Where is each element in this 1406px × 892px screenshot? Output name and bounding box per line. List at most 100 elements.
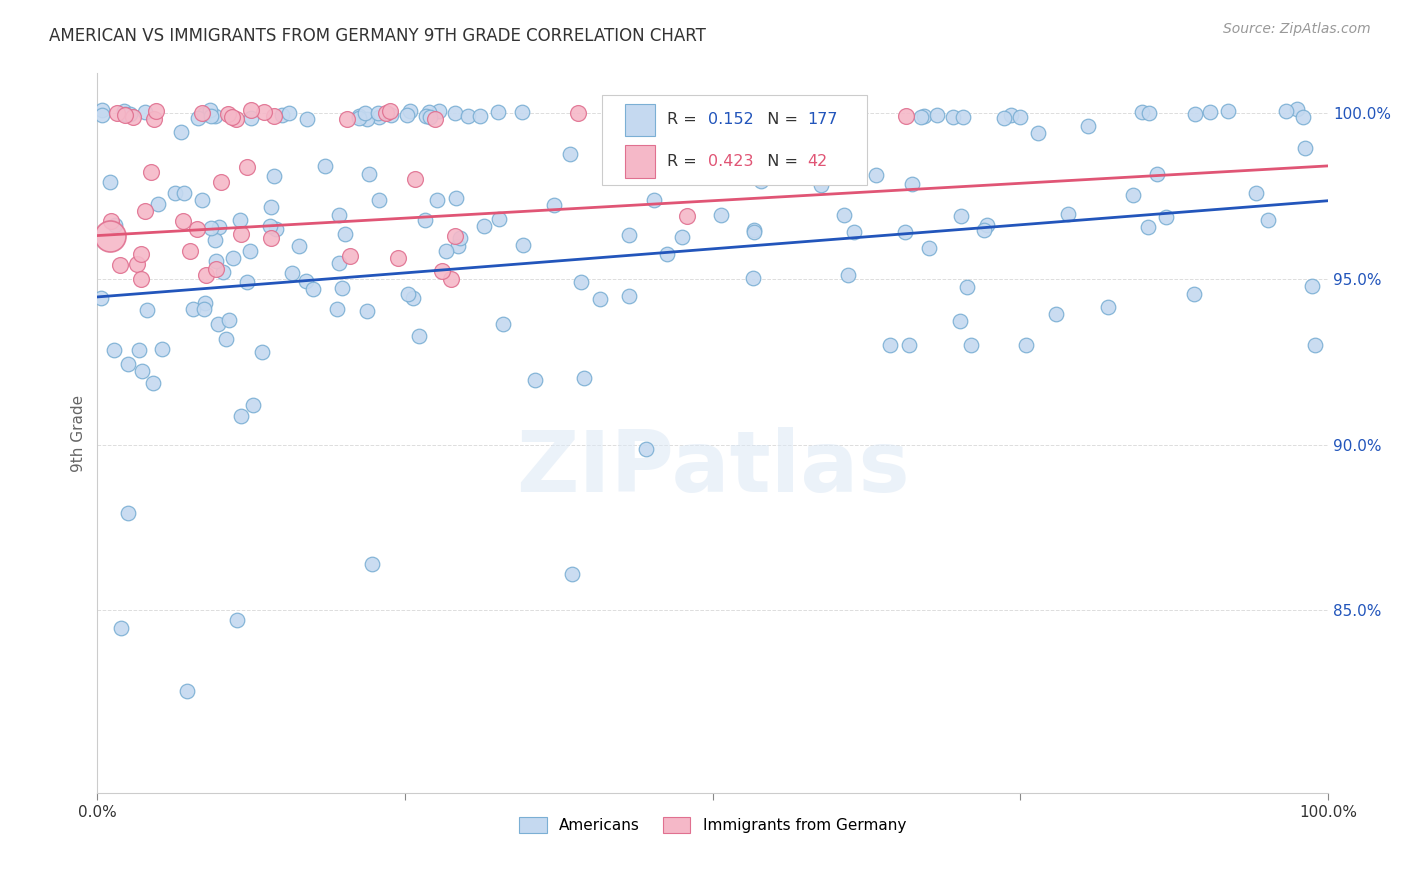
Point xyxy=(131,364,153,378)
Point xyxy=(193,107,215,121)
FancyBboxPatch shape xyxy=(602,95,866,185)
Point xyxy=(949,314,972,328)
Point xyxy=(301,282,323,296)
Point xyxy=(205,261,228,276)
Point xyxy=(492,317,515,331)
Point xyxy=(837,268,859,283)
Point xyxy=(98,228,121,243)
Point xyxy=(912,109,935,123)
Point xyxy=(179,244,201,258)
Point xyxy=(260,231,283,245)
Point xyxy=(330,281,353,295)
Point xyxy=(959,338,981,352)
Point xyxy=(688,108,710,122)
Point xyxy=(380,103,402,118)
Point xyxy=(427,104,450,119)
Point xyxy=(347,109,370,123)
Point xyxy=(1130,105,1153,120)
Point xyxy=(671,229,693,244)
Text: 0.423: 0.423 xyxy=(707,154,754,169)
Point xyxy=(367,110,389,124)
Point xyxy=(744,103,766,117)
Point xyxy=(128,343,150,357)
Point xyxy=(359,167,381,181)
Point xyxy=(1026,126,1049,140)
Y-axis label: 9th Grade: 9th Grade xyxy=(72,394,86,472)
Point xyxy=(910,110,932,124)
Text: R =: R = xyxy=(668,112,702,128)
Point xyxy=(894,109,917,123)
Point xyxy=(170,125,193,139)
Point xyxy=(1010,110,1032,124)
Point xyxy=(952,110,974,124)
Point xyxy=(221,110,243,124)
Point xyxy=(426,193,449,207)
Point xyxy=(472,219,495,233)
Point xyxy=(103,343,125,357)
Point xyxy=(1244,186,1267,200)
Point xyxy=(751,174,773,188)
Point xyxy=(512,238,534,252)
Point xyxy=(404,172,426,186)
Point xyxy=(194,296,217,310)
Point xyxy=(122,110,145,124)
Point xyxy=(225,112,247,127)
Point xyxy=(447,239,470,253)
Point xyxy=(1045,307,1067,321)
Point xyxy=(603,158,626,172)
Point xyxy=(658,106,681,120)
Point xyxy=(204,233,226,247)
Point xyxy=(236,275,259,289)
Point xyxy=(419,110,441,124)
Point xyxy=(769,111,792,125)
Point xyxy=(832,209,855,223)
Point xyxy=(165,186,187,201)
Point xyxy=(894,225,917,239)
Point xyxy=(212,265,235,279)
Point xyxy=(655,247,678,261)
Point xyxy=(108,258,131,272)
Point xyxy=(744,223,766,237)
Point xyxy=(942,110,965,124)
Point xyxy=(446,191,468,205)
Point xyxy=(413,213,436,227)
Point xyxy=(295,274,318,288)
Point xyxy=(90,291,112,305)
Point xyxy=(444,105,467,120)
Point xyxy=(742,225,765,239)
Point xyxy=(198,103,221,117)
Point xyxy=(742,270,765,285)
Point xyxy=(114,108,136,122)
Point xyxy=(110,621,132,635)
Point xyxy=(402,291,425,305)
Point xyxy=(1285,103,1308,117)
Point xyxy=(200,109,222,123)
Point xyxy=(229,227,252,241)
Point xyxy=(253,105,276,120)
Point xyxy=(222,252,245,266)
Point xyxy=(1301,279,1323,293)
Point xyxy=(1275,103,1298,118)
Point xyxy=(200,220,222,235)
Point xyxy=(651,104,673,119)
Point xyxy=(605,106,627,120)
Text: Source: ZipAtlas.com: Source: ZipAtlas.com xyxy=(1223,22,1371,37)
Point xyxy=(440,271,463,285)
Point xyxy=(339,249,361,263)
Point xyxy=(142,376,165,391)
Point xyxy=(336,112,359,127)
Point xyxy=(91,103,114,118)
Point xyxy=(543,198,565,212)
Point xyxy=(1136,219,1159,234)
Point xyxy=(399,104,422,119)
Point xyxy=(572,371,595,385)
Point xyxy=(844,226,866,240)
Point xyxy=(1292,110,1315,124)
Point xyxy=(117,506,139,520)
Point xyxy=(239,244,262,258)
Point xyxy=(561,567,583,582)
Point xyxy=(488,211,510,226)
Point xyxy=(558,147,581,161)
Point xyxy=(176,683,198,698)
Point xyxy=(1294,140,1316,154)
